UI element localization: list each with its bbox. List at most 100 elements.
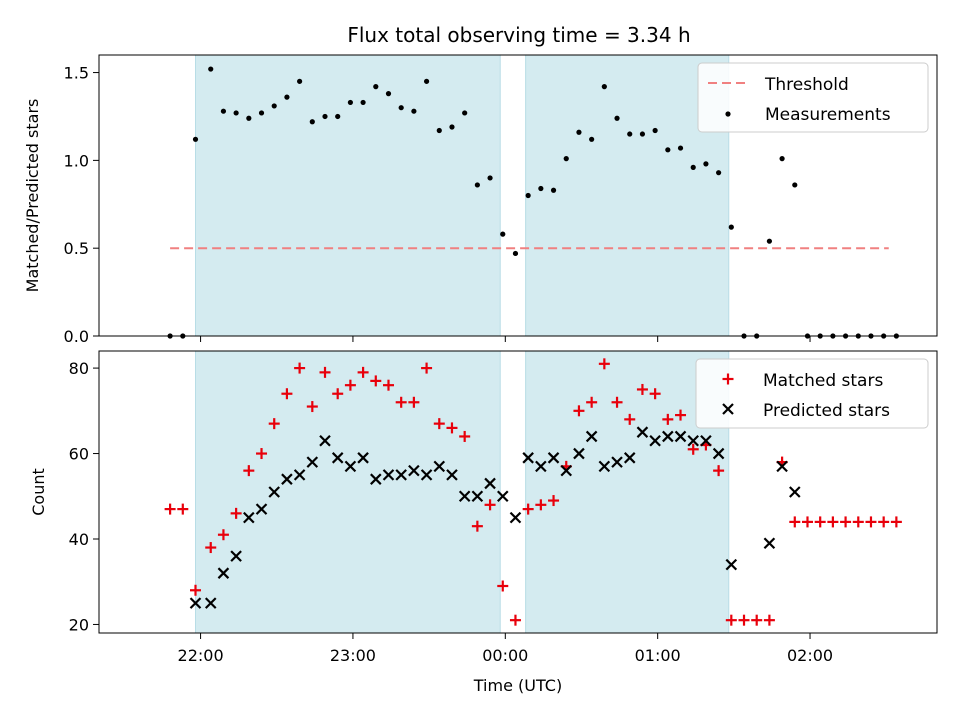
predicted-star-point: [585, 430, 598, 443]
y-tick-label: 0.0: [64, 327, 89, 346]
predicted-star-point: [433, 460, 446, 473]
y-tick-label: 20: [69, 615, 89, 634]
matched-star-point: [649, 388, 661, 400]
x-tick-label: 22:00: [178, 646, 224, 665]
matched-star-point: [268, 418, 280, 430]
measurement-point: [208, 66, 214, 72]
measurement-point: [538, 185, 544, 192]
matched-star-point: [433, 418, 445, 430]
bottom-legend-box: [695, 358, 929, 429]
measurement-point: [322, 113, 328, 120]
chart-title: Flux total observing time = 3.34 h: [347, 23, 690, 47]
predicted-star-point: [243, 511, 255, 524]
matched-star-point: [446, 422, 458, 434]
top-legend: Threshold Measurements: [697, 62, 929, 133]
matched-star-point: [319, 366, 331, 378]
predicted-star-point: [623, 452, 636, 464]
predicted-star-point: [281, 473, 293, 485]
predicted-star-point: [408, 464, 420, 477]
threshold-legend-label: Threshold: [764, 75, 849, 95]
predicted-star-point: [306, 456, 319, 468]
measurement-point: [576, 129, 582, 135]
matched-star-point: [751, 614, 763, 626]
matched-star-point: [548, 495, 560, 507]
matched-star-point: [852, 516, 864, 528]
matched-star-point: [713, 465, 725, 477]
bottom-axes-frame: [98, 350, 938, 634]
matched-star-point: [357, 366, 369, 378]
predicted-star-point: [230, 550, 242, 562]
measurement-point: [690, 164, 696, 170]
measurement-point: [627, 131, 633, 137]
predicted-star-point: [204, 597, 217, 609]
x-tick-label: 23:00: [330, 646, 376, 665]
matched-star-point: [217, 529, 229, 541]
predicted-star-point: [189, 597, 202, 609]
predicted-star-point: [789, 486, 801, 498]
y-tick-label: 80: [69, 359, 89, 378]
matched-star-point: [230, 507, 242, 519]
matched-star-point: [497, 580, 509, 592]
predicted-star-point: [700, 434, 712, 447]
matched-star-point: [243, 465, 255, 477]
predicted-star-point: [636, 426, 649, 438]
matched-star-point: [408, 396, 420, 408]
measurement-point: [766, 238, 773, 244]
measurements-series: [167, 66, 899, 339]
count-series: [164, 358, 902, 626]
measurements-legend-swatch: [725, 111, 731, 117]
predicted-star-point: [471, 490, 484, 503]
predicted-star-point: [547, 452, 560, 464]
predicted-star-point: [357, 452, 369, 464]
bottom-y-axis-label: Count: [29, 468, 48, 516]
measurement-point: [779, 156, 785, 162]
matched-star-point: [624, 413, 636, 425]
predicted-star-point: [573, 447, 585, 460]
bottom-legend: Matched stars Predicted stars: [695, 358, 929, 429]
matched-star-point: [535, 499, 547, 511]
predicted-star-point: [776, 460, 788, 473]
measurement-point: [284, 94, 290, 100]
predicted-star-point: [725, 558, 738, 571]
x-tick-label: 00:00: [482, 646, 528, 665]
matched-star-point: [421, 362, 433, 374]
matched-star-point: [370, 375, 382, 387]
measurement-point: [347, 99, 353, 106]
measurement-point: [436, 127, 442, 134]
top-y-ticks: 0.0 0.5 1.0 1.5: [64, 64, 99, 346]
measurement-point: [563, 156, 569, 162]
matched-star-point: [687, 443, 699, 455]
measurement-point: [589, 136, 595, 142]
measurement-point: [297, 78, 303, 84]
matched-star-point: [395, 396, 407, 408]
predicted-star-point: [370, 473, 382, 485]
predicted-star-point: [395, 469, 407, 481]
measurement-point: [335, 113, 341, 120]
measurement-point: [462, 110, 468, 116]
measurement-point: [500, 231, 506, 237]
predicted-star-point: [420, 469, 433, 481]
top-shaded-intervals: [194, 54, 730, 337]
y-tick-label: 0.5: [64, 239, 89, 258]
y-tick-label: 1.5: [64, 64, 89, 83]
measurement-point: [677, 145, 684, 151]
matched-star-point: [865, 516, 877, 528]
predicted-star-point: [662, 430, 674, 443]
predicted-star-point: [649, 434, 661, 447]
matched-star-point: [205, 542, 217, 554]
measurement-point: [271, 103, 277, 109]
predicted-star-point: [496, 490, 509, 503]
matched-star-point: [471, 520, 483, 532]
predicted-star-point: [458, 490, 471, 503]
matched-star-point: [738, 614, 750, 626]
measurement-point: [601, 84, 607, 90]
measurement-point: [220, 108, 227, 114]
matched-star-point: [459, 430, 471, 442]
predicted-star-point: [509, 511, 522, 524]
matched-star-point: [586, 396, 598, 408]
predicted-star-point: [535, 460, 547, 473]
matched-star-point: [827, 516, 839, 528]
top-axes-frame: [98, 54, 938, 337]
matched-star-point: [801, 516, 813, 528]
